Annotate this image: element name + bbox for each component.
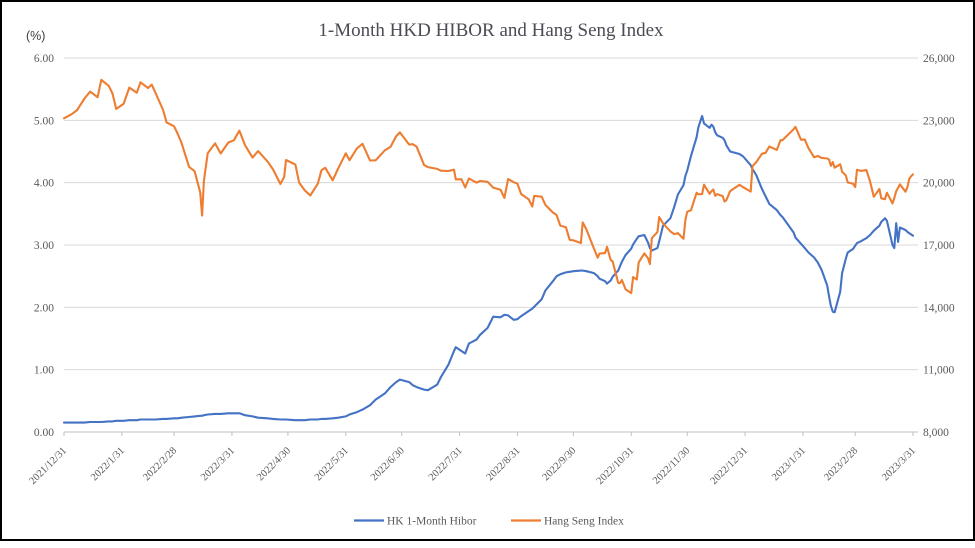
x-axis-tick-label: 2022/12/31	[709, 445, 751, 487]
left-axis-tick-label: 4.00	[34, 178, 54, 190]
x-axis: 2021/12/31 2022/1/31 2022/2/28 2022/3/31 202…	[28, 432, 918, 487]
left-axis-tick-label: 6.00	[34, 53, 54, 65]
left-axis-tick-label: 1.00	[34, 365, 54, 377]
x-axis-tick-label: 2021/12/31	[28, 445, 70, 487]
x-axis-tick-label: 2022/10/31	[595, 445, 637, 487]
x-axis-tick-label: 2022/5/31	[313, 445, 351, 483]
left-axis-tick-label: 0.00	[34, 427, 54, 439]
legend-label: Hang Seng Index	[544, 516, 624, 528]
x-axis-tick-label: 2023/3/31	[880, 445, 918, 483]
right-axis-tick-label: 8,000	[923, 427, 949, 439]
x-axis-tick-label: 2022/1/31	[89, 445, 127, 483]
right-axis-tick-label: 20,000	[923, 178, 955, 190]
gridlines	[64, 57, 918, 433]
hibor-line-series	[62, 114, 915, 424]
legend-item: HK 1-Month Hibor	[354, 516, 477, 528]
x-axis-tick-label: 2023/1/31	[770, 445, 808, 483]
chart-title: 1-Month HKD HIBOR and Hang Seng Index	[318, 20, 664, 41]
left-axis-tick-label: 2.00	[34, 302, 54, 314]
x-axis-tick-label: 2023/2/28	[822, 445, 860, 483]
legend-item: Hang Seng Index	[511, 516, 624, 528]
right-axis-tick-label: 23,000	[923, 115, 955, 127]
x-axis-tick-label: 2022/3/31	[199, 445, 237, 483]
left-axis-tick-label: 5.00	[34, 115, 54, 127]
left-axis-tick-labels: 6.00 5.00 4.00 3.00 2.00 1.00 0.00	[34, 53, 54, 439]
x-axis-tick-label: 2022/2/28	[141, 445, 179, 483]
hang-seng-line-series	[62, 78, 915, 295]
right-axis-tick-label: 26,000	[923, 53, 955, 65]
data-series	[62, 78, 915, 424]
x-axis-tick-label: 2022/9/30	[541, 445, 579, 483]
x-axis-tick-label: 2022/7/31	[427, 445, 465, 483]
right-axis-tick-labels: 26,000 23,000 20,000 17,000 14,000 11,000 8,00…	[923, 53, 955, 439]
right-axis-tick-label: 11,000	[923, 365, 954, 377]
legend-label: HK 1-Month Hibor	[387, 516, 477, 528]
x-axis-tick-label: 2022/4/30	[255, 445, 293, 483]
x-axis-tick-label: 2022/11/30	[651, 445, 692, 486]
x-axis-tick-label: 2022/8/31	[485, 445, 523, 483]
left-axis-unit-label: (%)	[26, 29, 45, 43]
left-axis-tick-label: 3.00	[34, 240, 54, 252]
legend: HK 1-Month Hibor Hang Seng Index	[354, 516, 624, 528]
right-axis-tick-label: 17,000	[923, 240, 955, 252]
x-axis-tick-label: 2022/6/30	[369, 445, 407, 483]
right-axis-tick-label: 14,000	[923, 302, 955, 314]
